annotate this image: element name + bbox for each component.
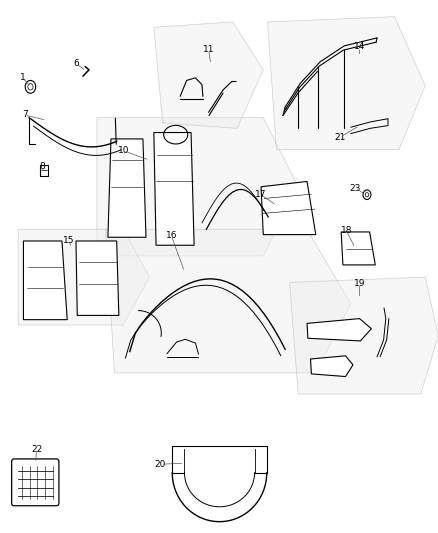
Text: 18: 18 (340, 227, 351, 236)
Text: 6: 6 (73, 59, 79, 68)
Polygon shape (306, 319, 371, 341)
Text: 10: 10 (117, 146, 129, 155)
Text: 15: 15 (63, 237, 74, 246)
Polygon shape (18, 229, 149, 325)
Polygon shape (340, 232, 374, 265)
Text: 19: 19 (353, 279, 364, 288)
Text: 1: 1 (20, 73, 25, 82)
Text: 8: 8 (39, 162, 45, 171)
Polygon shape (97, 118, 297, 256)
Polygon shape (289, 277, 437, 394)
Text: 23: 23 (349, 184, 360, 193)
Text: 7: 7 (22, 110, 28, 119)
Polygon shape (106, 229, 350, 373)
Polygon shape (267, 17, 424, 150)
Text: 20: 20 (154, 460, 166, 469)
Text: 22: 22 (31, 446, 42, 455)
Polygon shape (310, 356, 352, 376)
Polygon shape (261, 181, 315, 235)
Text: 21: 21 (333, 133, 345, 142)
Text: 14: 14 (353, 43, 364, 52)
Text: 16: 16 (165, 231, 177, 240)
Text: 17: 17 (255, 190, 266, 199)
Polygon shape (153, 133, 194, 245)
Polygon shape (23, 241, 67, 320)
Polygon shape (153, 22, 263, 128)
Polygon shape (76, 241, 119, 316)
Polygon shape (108, 139, 146, 237)
Text: 11: 11 (202, 45, 214, 54)
